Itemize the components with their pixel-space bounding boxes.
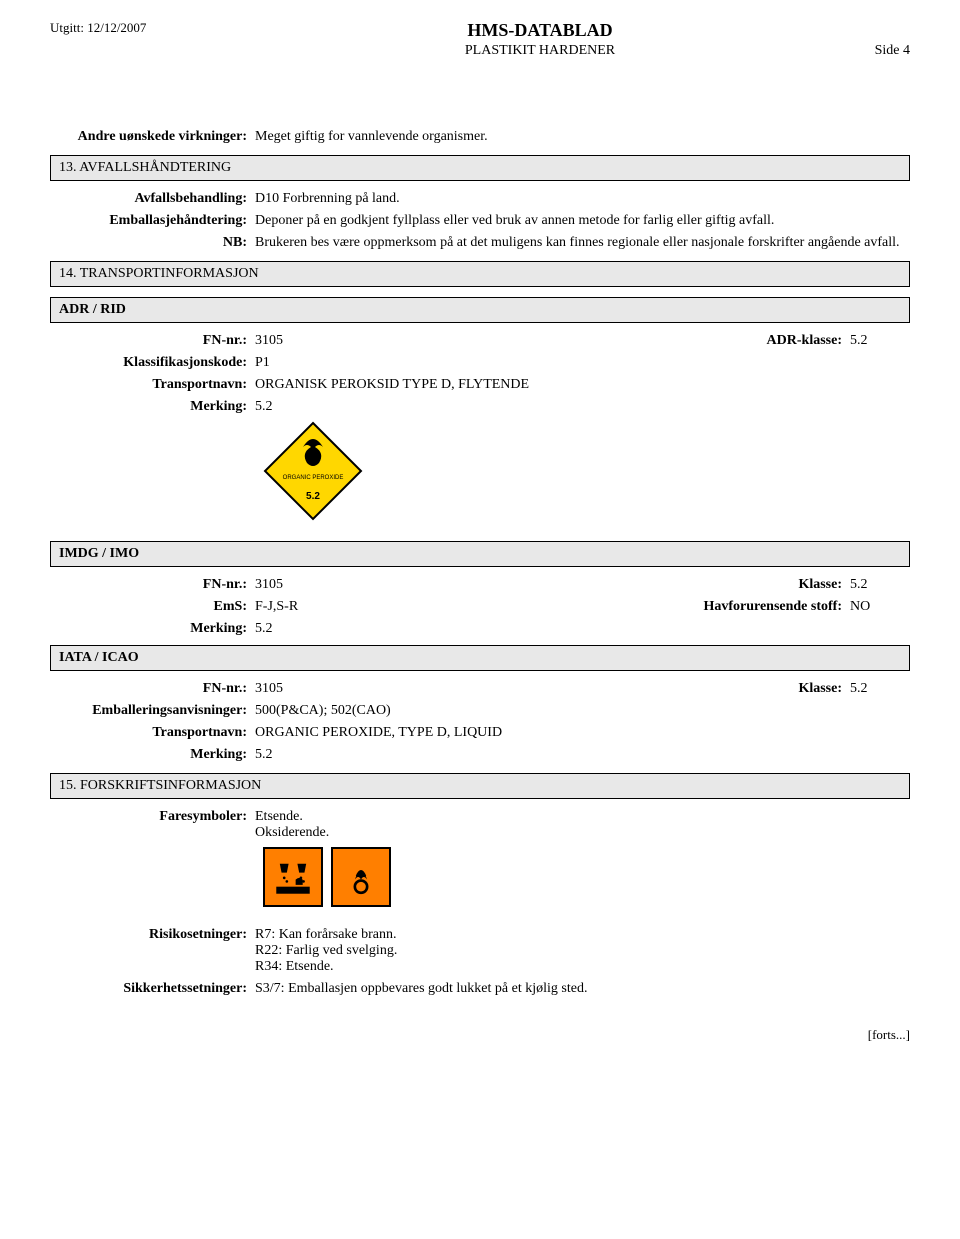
hazard-pictograms: [263, 847, 910, 907]
iata-fn-label: FN-nr.:: [50, 681, 255, 697]
safety-label: Sikkerhetssetninger:: [50, 981, 255, 997]
imdg-heading: IMDG / IMO: [50, 541, 910, 567]
iata-emb-value: 500(P&CA); 502(CAO): [255, 703, 910, 719]
imdg-hav-label: Havforurensende stoff:: [455, 599, 850, 615]
iata-merk-value: 5.2: [255, 747, 910, 763]
waste-treatment-label: Avfallsbehandling:: [50, 191, 255, 207]
iata-class-value: 5.2: [850, 681, 910, 697]
svg-text:ORGANIC PEROXIDE: ORGANIC PEROXIDE: [283, 475, 344, 481]
adr-kk-row: Klassifikasjonskode: P1: [50, 355, 910, 371]
adr-class-label: ADR-klasse:: [455, 333, 850, 349]
adr-heading: ADR / RID: [50, 297, 910, 323]
hazard-symbols-label: Faresymboler:: [50, 809, 255, 841]
svg-text:5.2: 5.2: [306, 491, 320, 502]
document-title: HMS-DATABLAD: [270, 20, 810, 41]
adr-fn-row: FN-nr.: 3105 ADR-klasse: 5.2: [50, 333, 910, 349]
effects-label: Andre uønskede virkninger:: [50, 129, 255, 145]
safety-line-1: S3/7: Emballasjen oppbevares godt lukket…: [255, 981, 910, 997]
adr-fn-label: FN-nr.:: [50, 333, 255, 349]
imdg-fn-value: 3105: [255, 577, 455, 593]
imdg-class-value: 5.2: [850, 577, 910, 593]
imdg-hav-value: NO: [850, 599, 910, 615]
imdg-fn-row: FN-nr.: 3105 Klasse: 5.2: [50, 577, 910, 593]
adr-merk-label: Merking:: [50, 399, 255, 415]
section-13-heading: 13. AVFALLSHÅNDTERING: [50, 155, 910, 181]
iata-tn-row: Transportnavn: ORGANIC PEROXIDE, TYPE D,…: [50, 725, 910, 741]
packaging-handling-label: Emballasjehåndtering:: [50, 213, 255, 229]
adr-class-value: 5.2: [850, 333, 910, 349]
adr-fn-value: 3105: [255, 333, 455, 349]
iata-fn-row: FN-nr.: 3105 Klasse: 5.2: [50, 681, 910, 697]
imdg-class-label: Klasse:: [455, 577, 850, 593]
iata-emb-label: Emballeringsanvisninger:: [50, 703, 255, 719]
safety-phrases-row: Sikkerhetssetninger: S3/7: Emballasjen o…: [50, 981, 910, 997]
undesired-effects: Andre uønskede virkninger: Meget giftig …: [50, 129, 910, 145]
iata-tn-value: ORGANIC PEROXIDE, TYPE D, LIQUID: [255, 725, 910, 741]
organic-peroxide-diamond-icon: ORGANIC PEROXIDE 5.2: [263, 421, 363, 521]
section-14-heading: 14. TRANSPORTINFORMASJON: [50, 261, 910, 287]
issued-value: 12/12/2007: [87, 20, 146, 35]
imdg-ems-label: EmS:: [50, 599, 255, 615]
corrosive-icon: [263, 847, 323, 907]
adr-tn-row: Transportnavn: ORGANISK PEROKSID TYPE D,…: [50, 377, 910, 393]
iata-tn-label: Transportnavn:: [50, 725, 255, 741]
adr-tn-label: Transportnavn:: [50, 377, 255, 393]
imdg-merk-label: Merking:: [50, 621, 255, 637]
hazard-symbols-row: Faresymboler: Etsende. Oksiderende.: [50, 809, 910, 841]
risk-line-1: R7: Kan forårsake brann.: [255, 927, 910, 943]
iata-merk-label: Merking:: [50, 747, 255, 763]
risk-line-2: R22: Farlig ved svelging.: [255, 943, 910, 959]
imdg-merk-row: Merking: 5.2: [50, 621, 910, 637]
imdg-merk-value: 5.2: [255, 621, 910, 637]
packaging-handling-value: Deponer på en godkjent fyllplass eller v…: [255, 213, 910, 229]
page-number: Side 4: [810, 43, 910, 59]
note-value: Brukeren bes være oppmerksom på at det m…: [255, 235, 910, 251]
risk-label: Risikosetninger:: [50, 927, 255, 975]
imdg-fn-label: FN-nr.:: [50, 577, 255, 593]
imdg-ems-value: F-J,S-R: [255, 599, 455, 615]
waste-treatment-value: D10 Forbrenning på land.: [255, 191, 910, 207]
iata-class-label: Klasse:: [455, 681, 850, 697]
document-subheader: PLASTIKIT HARDENER Side 4: [50, 43, 910, 59]
note-label: NB:: [50, 235, 255, 251]
product-name: PLASTIKIT HARDENER: [270, 43, 810, 59]
iata-fn-value: 3105: [255, 681, 455, 697]
risk-phrases-row: Risikosetninger: R7: Kan forårsake brann…: [50, 927, 910, 975]
iata-emb-row: Emballeringsanvisninger: 500(P&CA); 502(…: [50, 703, 910, 719]
iata-heading: IATA / ICAO: [50, 645, 910, 671]
waste-treatment-row: Avfallsbehandling: D10 Forbrenning på la…: [50, 191, 910, 207]
adr-tn-value: ORGANISK PEROKSID TYPE D, FLYTENDE: [255, 377, 910, 393]
issued-date: Utgitt: 12/12/2007: [50, 20, 270, 36]
risk-line-3: R34: Etsende.: [255, 959, 910, 975]
section-15-heading: 15. FORSKRIFTSINFORMASJON: [50, 773, 910, 799]
effects-value: Meget giftig for vannlevende organismer.: [255, 129, 910, 145]
adr-kk-label: Klassifikasjonskode:: [50, 355, 255, 371]
adr-merk-row: Merking: 5.2: [50, 399, 910, 415]
document-header: Utgitt: 12/12/2007 HMS-DATABLAD: [50, 20, 910, 41]
adr-kk-value: P1: [255, 355, 910, 371]
hazard-symbol-1: Etsende.: [255, 809, 910, 825]
note-row: NB: Brukeren bes være oppmerksom på at d…: [50, 235, 910, 251]
imdg-ems-row: EmS: F-J,S-R Havforurensende stoff: NO: [50, 599, 910, 615]
packaging-handling-row: Emballasjehåndtering: Deponer på en godk…: [50, 213, 910, 229]
continued-marker: [forts...]: [50, 1027, 910, 1043]
iata-merk-row: Merking: 5.2: [50, 747, 910, 763]
issued-label: Utgitt:: [50, 20, 84, 35]
oxidizing-icon: [331, 847, 391, 907]
hazard-symbol-2: Oksiderende.: [255, 825, 910, 841]
adr-merk-value: 5.2: [255, 399, 910, 415]
